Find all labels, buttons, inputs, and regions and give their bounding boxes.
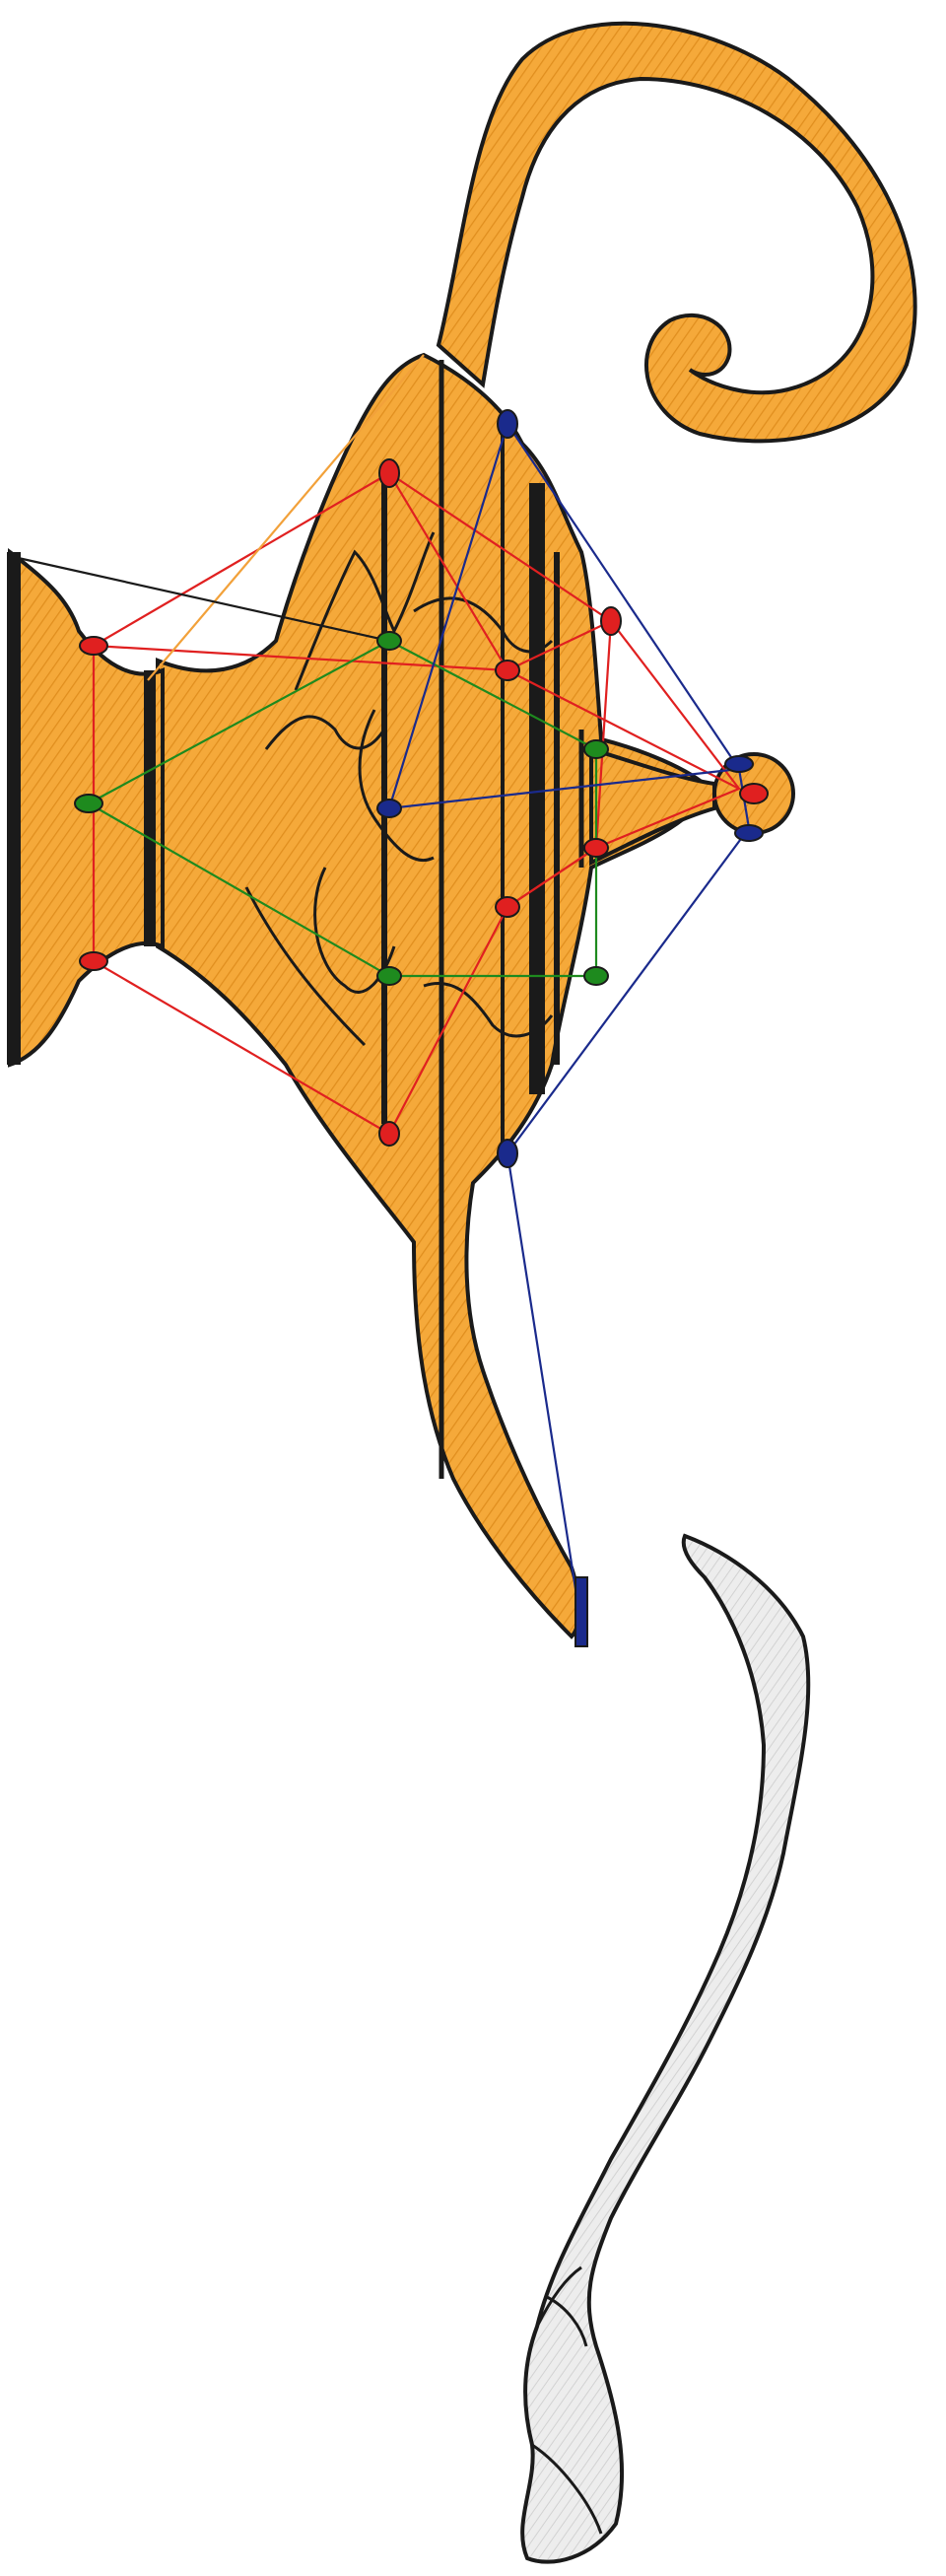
- lamp-body: [156, 352, 712, 1639]
- smoke-curl-line: [531, 2265, 603, 2535]
- knob-neck: [589, 746, 716, 867]
- lamp-handle: [436, 21, 917, 444]
- network-nodes: [74, 409, 769, 1647]
- lamp-bands: [7, 360, 584, 1479]
- smoke-plume: [520, 1533, 811, 2564]
